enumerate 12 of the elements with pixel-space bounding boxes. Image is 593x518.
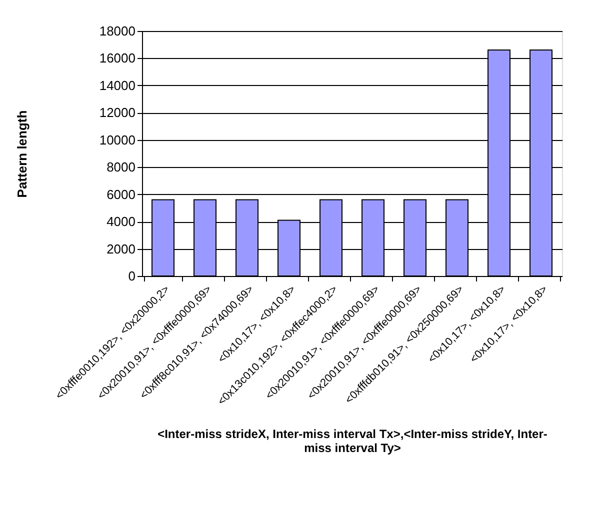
y-tick-label: 0 <box>128 268 136 284</box>
y-tick-label: 8000 <box>106 160 136 175</box>
y-tick-label: 4000 <box>106 214 136 230</box>
y-tick-label: 6000 <box>106 186 136 202</box>
y-tick-label: 14000 <box>99 78 136 93</box>
y-tick-label: 16000 <box>99 50 136 66</box>
x-axis-title: <Inter-miss strideX, Inter-miss interval Tx>,<Inter-miss strideY, Inter-miss interval Ty> <box>158 427 548 456</box>
y-tick-label: 18000 <box>99 24 136 38</box>
y-tick-label: 10000 <box>99 132 136 148</box>
y-tick-label: 2000 <box>106 241 136 256</box>
y-axis-title: Pattern length <box>14 110 30 198</box>
y-tick-label: 12000 <box>99 105 136 120</box>
